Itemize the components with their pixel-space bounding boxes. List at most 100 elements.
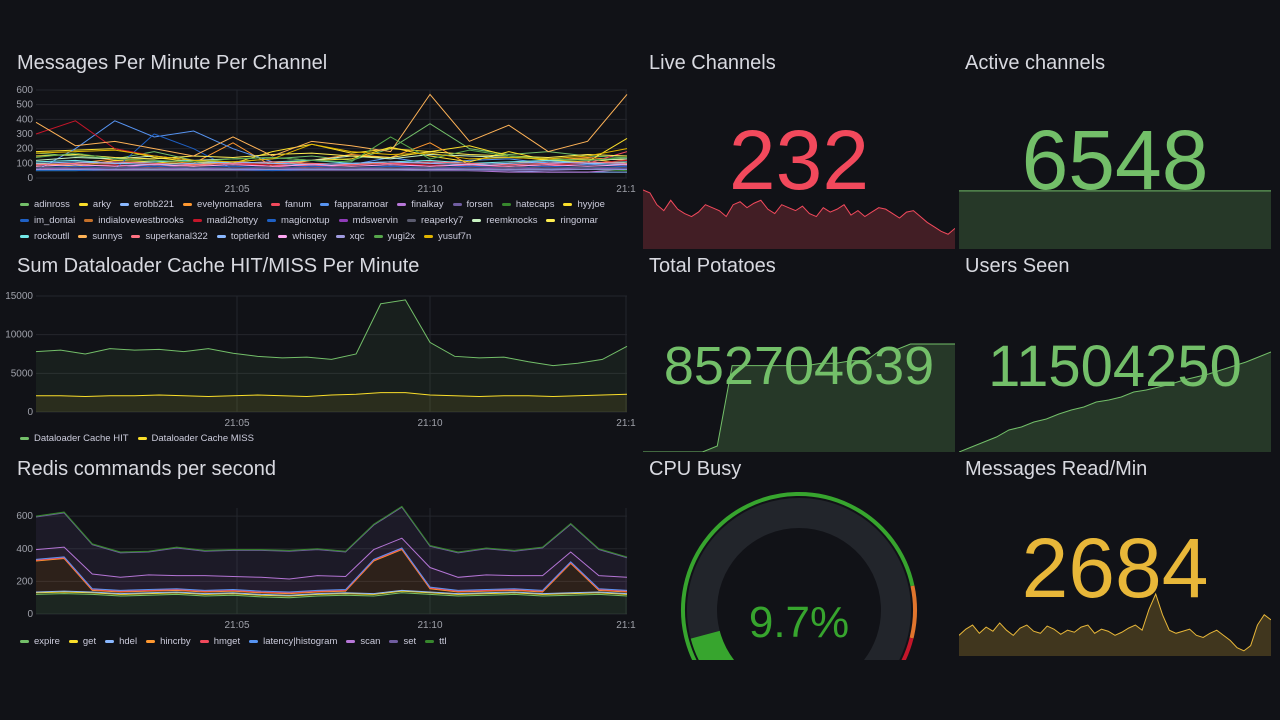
legend-label: get [82, 635, 97, 647]
legend-item[interactable]: ringomar [546, 214, 598, 226]
y-tick-label: 400 [16, 544, 33, 555]
gauge-fill [690, 630, 735, 660]
legend-item[interactable]: mdswervin [338, 214, 398, 226]
legend-swatch [20, 639, 29, 643]
sparkline-area [959, 594, 1271, 656]
legend-label: whisqey [292, 230, 327, 242]
legend-item[interactable]: expire [20, 635, 60, 647]
series-line-sunnys [35, 93, 628, 157]
legend-item[interactable]: erobb221 [119, 198, 175, 210]
series-area-expire [36, 592, 627, 614]
y-tick-label: 600 [16, 85, 33, 96]
legend-label: yusuf7n [437, 230, 472, 242]
y-tick-label: 15000 [5, 291, 33, 302]
legend-item[interactable]: reemknocks [472, 214, 537, 226]
legend-label: reemknocks [486, 214, 538, 226]
legend-item[interactable]: im_dontai [20, 214, 75, 226]
legend-item[interactable]: ttl [425, 635, 447, 647]
gauge-threshold-red [901, 637, 914, 660]
legend-item[interactable]: Dataloader Cache HIT [20, 432, 129, 444]
sparkline-area [643, 344, 955, 452]
series-line-magicnxtup [35, 165, 628, 169]
legend-item[interactable]: fapparamoar [320, 198, 388, 210]
legend-swatch [78, 202, 88, 206]
legend-item[interactable]: xqc [335, 230, 365, 242]
series-line-yusuf7n [35, 143, 628, 163]
legend-swatch [183, 202, 193, 206]
legend-label: reaperky7 [420, 214, 464, 226]
legend-item[interactable]: yugi2x [373, 230, 415, 242]
legend-item[interactable]: hdel [105, 635, 137, 647]
legend-swatch [199, 639, 209, 643]
legend-label: yugi2x [387, 230, 415, 242]
sparkline-area [959, 190, 1271, 249]
gauge-threshold-green [681, 492, 915, 660]
x-tick-label: 21:10 [417, 184, 442, 194]
legend-item[interactable]: scan [346, 635, 380, 647]
legend-item[interactable]: latency|histogram [249, 635, 337, 647]
legend-item[interactable]: hmget [199, 635, 241, 647]
y-tick-label: 0 [27, 407, 33, 418]
legend-label: hdel [119, 635, 138, 647]
legend-item[interactable]: hincrby [146, 635, 191, 647]
legend-swatch [20, 436, 29, 440]
series-line-mdswervin [35, 167, 628, 170]
panel-title-cache: Sum Dataloader Cache HIT/MISS Per Minute [17, 255, 420, 277]
legend-swatch [472, 218, 482, 222]
legend-item[interactable]: forsen [452, 198, 493, 210]
y-tick-label: 100 [16, 158, 33, 169]
legend-label: fapparamoar [334, 198, 389, 210]
x-tick-label: 21:05 [224, 184, 249, 194]
legend-item[interactable]: madi2hottyy [192, 214, 258, 226]
series-line-toptierkid [35, 161, 628, 166]
legend-item[interactable]: get [68, 635, 97, 647]
legend-item[interactable]: finalkay [397, 198, 444, 210]
legend-item[interactable]: toptierkid [216, 230, 269, 242]
legend-item[interactable]: reaperky7 [406, 214, 464, 226]
legend-item[interactable]: evelynomadera [183, 198, 262, 210]
legend-item[interactable]: Dataloader Cache MISS [137, 432, 254, 444]
legend-item[interactable]: rockoutll [20, 230, 69, 242]
legend-item[interactable]: sunnys [78, 230, 122, 242]
legend-item[interactable]: indialovewestbrooks [84, 214, 184, 226]
legend-item[interactable]: fanum [271, 198, 311, 210]
y-tick-label: 600 [16, 511, 33, 522]
messages-read-value: 2684 [1021, 521, 1209, 615]
legend-label: indialovewestbrooks [98, 214, 184, 226]
y-tick-label: 0 [27, 609, 33, 620]
legend-swatch [546, 218, 556, 222]
legend-swatch [563, 202, 573, 206]
series-line-hyyjoe [35, 146, 628, 167]
cpu-gauge [681, 492, 917, 660]
sparkline-line [959, 351, 1271, 452]
users-sparkline [959, 351, 1271, 452]
legend-item[interactable]: whisqey [278, 230, 327, 242]
legend-label: latency|histogram [263, 635, 338, 647]
legend-item[interactable]: magicnxtup [266, 214, 330, 226]
legend-swatch [397, 202, 407, 206]
total-potatoes-value: 852704639 [663, 336, 935, 396]
legend-swatch [389, 639, 399, 643]
legend-item[interactable]: adinross [20, 198, 70, 210]
series-line-hdel [35, 589, 628, 596]
legend-swatch [335, 234, 345, 238]
y-tick-label: 5000 [11, 368, 34, 379]
legend-item[interactable]: hatecaps [501, 198, 554, 210]
legend-label: hyyjoe [577, 198, 605, 210]
legend-label: hmget [213, 635, 241, 647]
live-sparkline [643, 189, 955, 249]
legend-label: erobb221 [133, 198, 175, 210]
legend-swatch [192, 218, 202, 222]
legend-item[interactable]: yusuf7n [423, 230, 472, 242]
series-line-hmget [35, 548, 628, 594]
legend-item[interactable]: set [389, 635, 416, 647]
legend-label: finalkay [411, 198, 444, 210]
panel-title-users: Users Seen [965, 255, 1070, 277]
legend-swatch [105, 639, 115, 643]
legend-item[interactable]: arky [78, 198, 111, 210]
legend-item[interactable]: hyyjoe [563, 198, 605, 210]
active-sparkline [959, 190, 1271, 249]
legend-item[interactable]: superkanal322 [131, 230, 208, 242]
y-tick-label: 200 [16, 576, 33, 587]
redis-legend: expire get hdel hincrby hmget latency|histogr… [20, 635, 635, 647]
